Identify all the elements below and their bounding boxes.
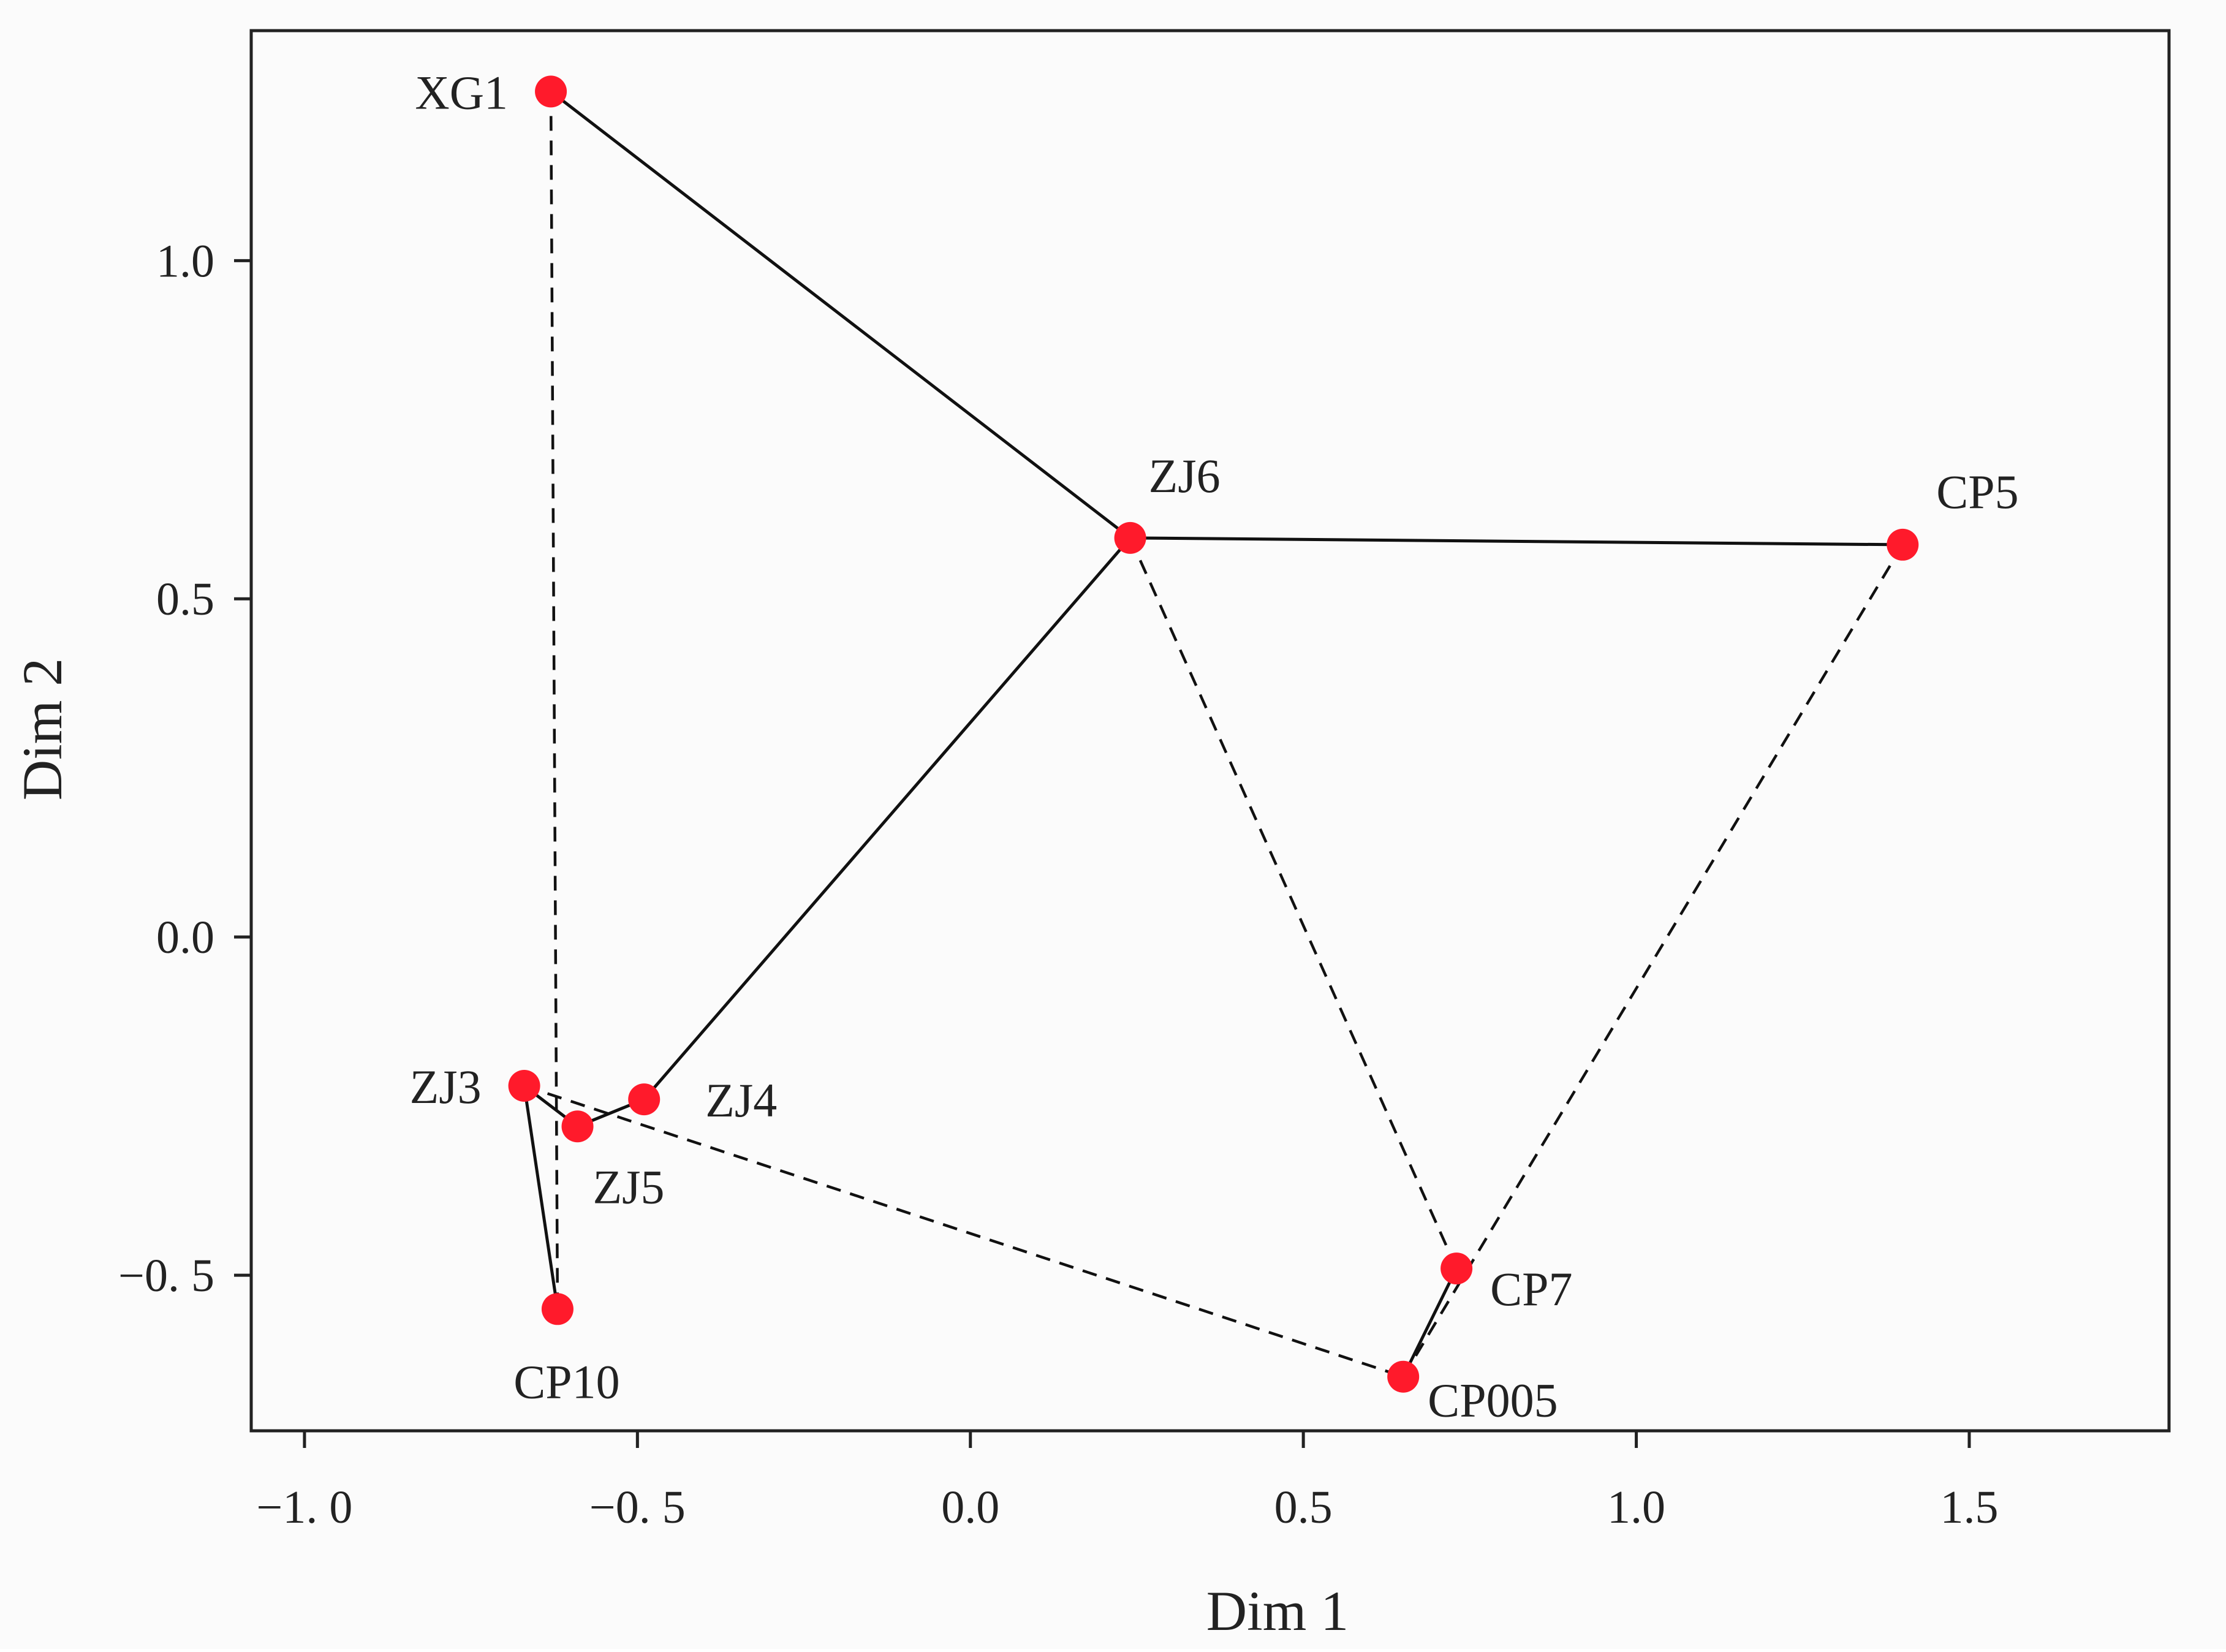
y-axis: −0. 5 0.0 0.5 1.0 xyxy=(118,235,251,1302)
data-point-cp5 xyxy=(1887,528,1919,561)
data-point-zj3 xyxy=(508,1070,540,1102)
point-label-cp10: CP10 xyxy=(513,1355,619,1408)
dashed-edge-zj3-cp005 xyxy=(523,1084,1404,1378)
solid-edge-zj6-zj4 xyxy=(643,537,1132,1101)
solid-edge-xg1-zj6 xyxy=(550,90,1132,539)
point-label-cp005: CP005 xyxy=(1428,1374,1558,1427)
x-axis: −1. 0 −0. 5 0.0 0.5 1.0 1.5 xyxy=(257,1431,1998,1533)
x-tick-label: 1.5 xyxy=(1940,1482,1998,1533)
y-tick-label: −0. 5 xyxy=(118,1250,214,1302)
point-label-zj6: ZJ6 xyxy=(1149,449,1221,502)
plot-frame xyxy=(249,29,2171,1433)
point-label-xg1: XG1 xyxy=(415,66,508,119)
dashed-edge-cp5-cp005 xyxy=(1402,544,1904,1377)
point-label-cp5: CP5 xyxy=(1936,465,2018,518)
data-point-zj4 xyxy=(628,1083,661,1116)
data-point-xg1 xyxy=(535,75,567,108)
solid-edge-zj6-cp5 xyxy=(1130,536,1903,547)
y-tick-label: 0.5 xyxy=(156,574,214,625)
x-tick-label: −0. 5 xyxy=(589,1482,686,1533)
y-tick-label: 0.0 xyxy=(156,912,214,963)
dashed-edge-zj6-cp7 xyxy=(1129,537,1458,1269)
data-point-cp005 xyxy=(1387,1360,1420,1393)
point-label-zj3: ZJ3 xyxy=(410,1060,482,1113)
data-point-cp7 xyxy=(1440,1252,1473,1285)
dashed-edge-xg1-cp10 xyxy=(549,91,559,1309)
point-label-cp7: CP7 xyxy=(1490,1262,1572,1316)
points-layer xyxy=(508,75,1919,1393)
x-tick-label: 1.0 xyxy=(1607,1482,1665,1533)
x-tick-label: 0.0 xyxy=(941,1482,999,1533)
point-label-zj5: ZJ5 xyxy=(593,1160,665,1213)
point-label-zj4: ZJ4 xyxy=(705,1074,777,1127)
x-axis-title: Dim 1 xyxy=(1206,1580,1349,1642)
point-labels-layer: XG1 ZJ6 CP5 ZJ3 ZJ5 ZJ4 CP10 CP7 CP005 xyxy=(410,66,2019,1427)
data-point-zj6 xyxy=(1114,521,1146,554)
solid-edge-cp7-cp005 xyxy=(1401,1267,1458,1377)
x-tick-label: 0.5 xyxy=(1274,1482,1333,1533)
data-point-zj5 xyxy=(561,1110,594,1143)
x-tick-label: −1. 0 xyxy=(257,1482,353,1533)
solid-edge-zj3-cp10 xyxy=(523,1085,559,1309)
y-axis-title: Dim 2 xyxy=(11,658,74,801)
y-tick-label: 1.0 xyxy=(156,235,214,287)
data-point-cp10 xyxy=(541,1293,574,1325)
